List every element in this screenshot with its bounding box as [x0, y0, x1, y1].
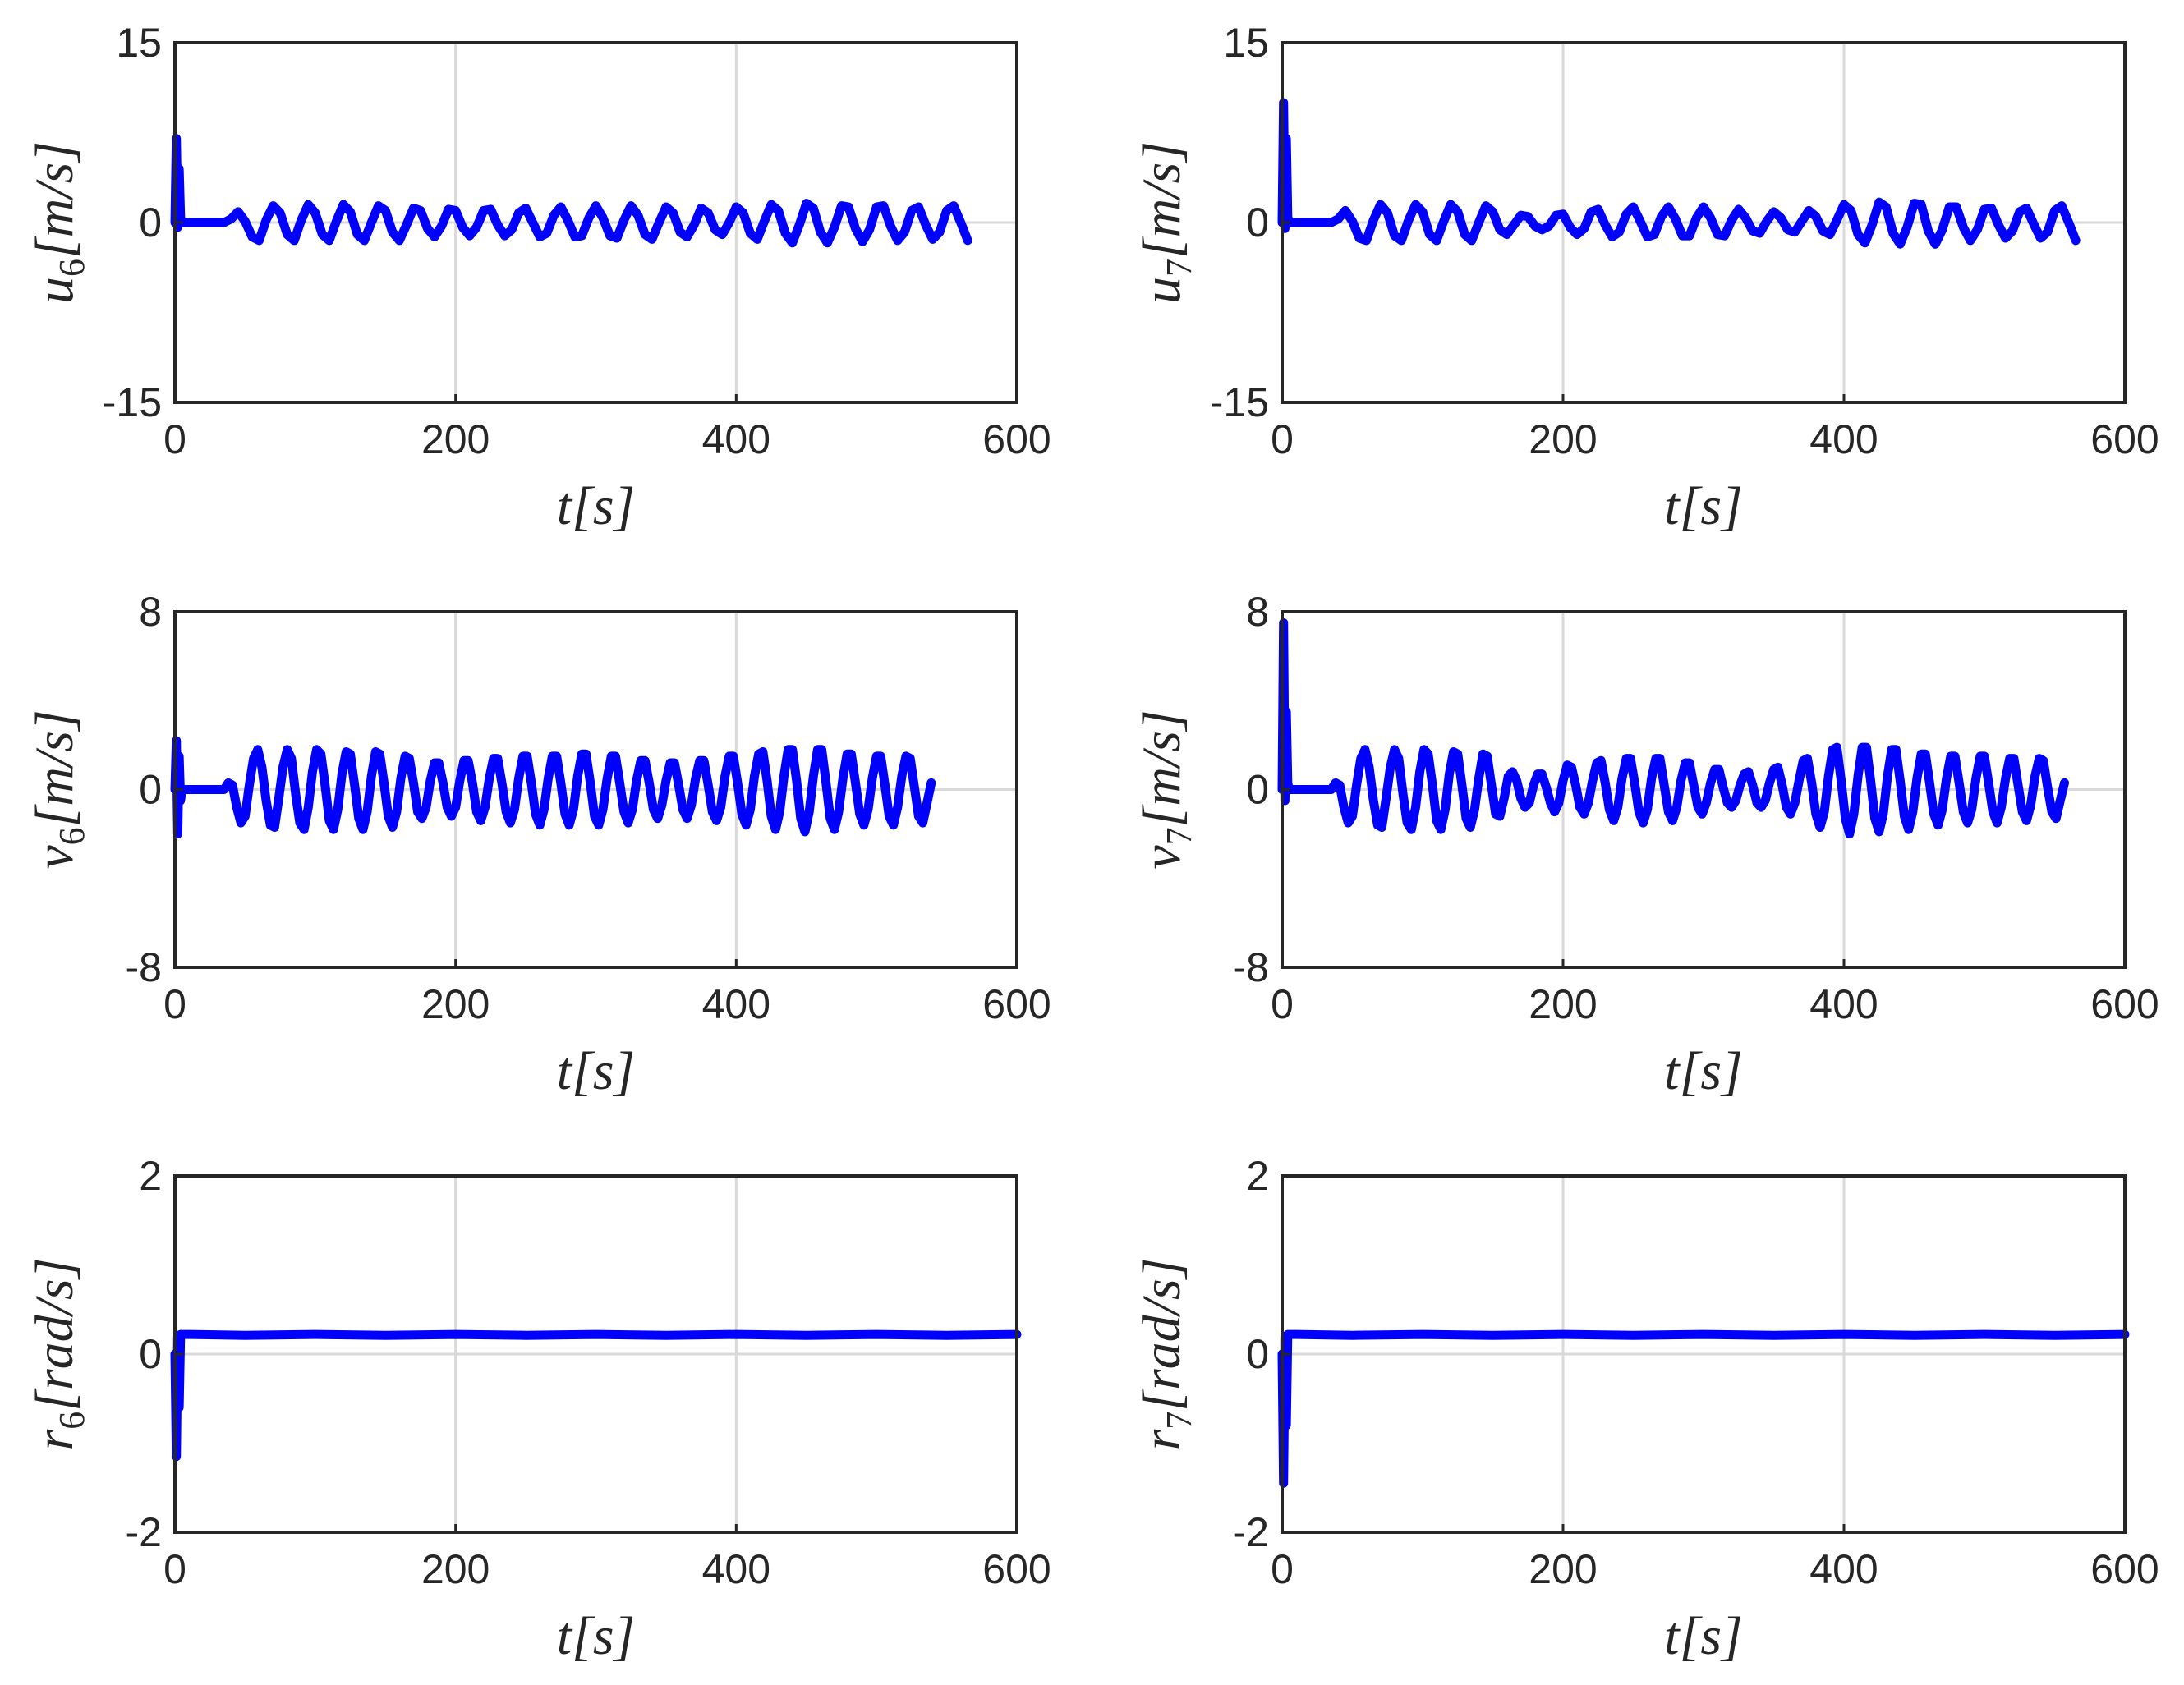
- y-tick-label: 0: [1246, 1331, 1269, 1377]
- x-tick-label: 400: [1809, 1546, 1878, 1592]
- y-axis-label: r7[rad/s]: [1132, 1258, 1199, 1451]
- y-axis-label: u6[m/s]: [25, 141, 92, 304]
- y-axis-symbol: v: [25, 845, 85, 870]
- y-tick-label: 8: [1246, 589, 1269, 635]
- x-tick-label: 400: [1809, 416, 1878, 462]
- x-tick-label: 0: [1271, 1546, 1294, 1592]
- y-axis-symbol: u: [1132, 277, 1192, 304]
- x-tick-label: 600: [982, 981, 1051, 1027]
- y-axis-unit: [m/s]: [1132, 141, 1192, 259]
- y-axis-label: r6[rad/s]: [25, 1258, 92, 1451]
- x-tick-label: 200: [1529, 1546, 1597, 1592]
- y-tick-label: 2: [1246, 1153, 1269, 1199]
- x-tick-label: 600: [2090, 981, 2159, 1027]
- y-axis-unit: [m/s]: [1132, 709, 1192, 827]
- series-line: [170, 1329, 1022, 1462]
- y-axis-subscript: 7: [1159, 1412, 1199, 1430]
- y-tick-label: 8: [139, 589, 162, 635]
- y-tick-label: -8: [126, 944, 162, 990]
- x-tick-label: 0: [1271, 981, 1294, 1027]
- y-tick-label: 0: [139, 200, 162, 246]
- y-axis-symbol: u: [25, 277, 85, 304]
- x-tick-label: 200: [421, 1546, 490, 1592]
- y-axis-subscript: 7: [1159, 259, 1199, 277]
- y-tick-label: 15: [116, 20, 162, 66]
- y-tick-label: 0: [1246, 767, 1269, 813]
- y-axis-subscript: 6: [52, 1412, 92, 1430]
- y-tick-label: -15: [103, 379, 162, 425]
- x-tick-label: 400: [702, 981, 770, 1027]
- y-axis-subscript: 6: [52, 259, 92, 277]
- x-axis-label: t[s]: [557, 476, 635, 536]
- y-axis-unit: [m/s]: [25, 141, 85, 259]
- x-tick-label: 400: [702, 416, 770, 462]
- x-tick-label: 200: [1529, 981, 1597, 1027]
- x-tick-label: 600: [982, 1546, 1051, 1592]
- y-axis-symbol: r: [1132, 1429, 1192, 1450]
- y-tick-label: -2: [126, 1509, 162, 1555]
- x-axis-label: t[s]: [1664, 476, 1742, 536]
- x-axis-label: t[s]: [1664, 1041, 1742, 1101]
- y-axis-unit: [rad/s]: [1132, 1258, 1192, 1412]
- x-tick-label: 600: [2090, 416, 2159, 462]
- y-tick-label: -8: [1233, 944, 1269, 990]
- y-tick-label: 0: [1246, 200, 1269, 246]
- x-axis-label: t[s]: [557, 1041, 635, 1101]
- y-tick-label: 15: [1223, 20, 1269, 66]
- x-tick-label: 400: [702, 1546, 770, 1592]
- y-tick-label: 2: [139, 1153, 162, 1199]
- series-line: [1277, 1329, 2130, 1488]
- series-line: [1277, 618, 2069, 839]
- x-axis-label: t[s]: [1664, 1606, 1742, 1666]
- x-tick-label: 400: [1809, 981, 1878, 1027]
- y-axis-symbol: r: [25, 1429, 85, 1450]
- series-line: [170, 736, 936, 839]
- y-axis-unit: [m/s]: [25, 709, 85, 827]
- x-tick-label: 600: [2090, 1546, 2159, 1592]
- y-axis-label: u7[m/s]: [1132, 141, 1199, 304]
- x-tick-label: 0: [163, 416, 186, 462]
- y-tick-label: 0: [139, 767, 162, 813]
- x-tick-label: 200: [421, 416, 490, 462]
- x-tick-label: 200: [421, 981, 490, 1027]
- y-axis-label: v6[m/s]: [25, 709, 92, 869]
- y-axis-subscript: 7: [1159, 827, 1199, 845]
- series-line: [170, 134, 972, 248]
- x-tick-label: 0: [163, 1546, 186, 1592]
- y-tick-label: -2: [1233, 1509, 1269, 1555]
- y-axis-subscript: 6: [52, 827, 92, 845]
- y-tick-label: -15: [1210, 379, 1269, 425]
- y-axis-symbol: v: [1132, 845, 1192, 870]
- x-tick-label: 0: [163, 981, 186, 1027]
- x-axis-label: t[s]: [557, 1606, 635, 1666]
- y-axis-unit: [rad/s]: [25, 1258, 85, 1412]
- x-tick-label: 0: [1271, 416, 1294, 462]
- x-tick-label: 600: [982, 416, 1051, 462]
- x-tick-label: 200: [1529, 416, 1597, 462]
- y-axis-label: v7[m/s]: [1132, 709, 1199, 869]
- series-line: [1277, 98, 2081, 249]
- y-tick-label: 0: [139, 1331, 162, 1377]
